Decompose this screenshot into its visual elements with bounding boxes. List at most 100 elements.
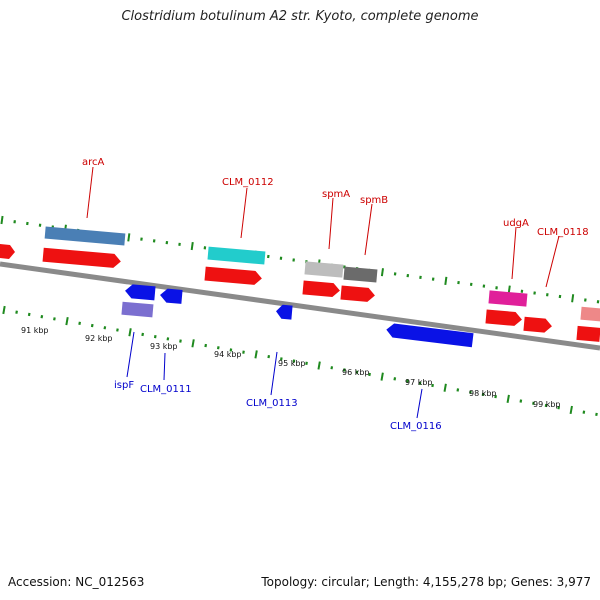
scale-tick-minor — [544, 403, 548, 408]
gene-label-clm0112[interactable]: CLM_0112 — [222, 177, 274, 188]
scale-tick-minor — [595, 412, 598, 417]
scale-label: 93 kbp — [150, 342, 178, 351]
cds-arrow[interactable] — [385, 323, 474, 348]
gene-label-clm0116[interactable]: CLM_0116 — [390, 421, 442, 432]
scale-tick-major — [380, 268, 384, 277]
spmA-feature[interactable] — [304, 261, 344, 278]
cds-arrow[interactable] — [523, 316, 552, 333]
gene-label-arcA[interactable]: arcA — [82, 157, 105, 168]
scale-tick-minor — [53, 317, 56, 321]
scale-tick-major — [569, 405, 573, 415]
udgA-feature[interactable] — [488, 290, 528, 307]
scale-tick-minor — [153, 334, 157, 339]
gene-label-clm0111[interactable]: CLM_0111 — [140, 384, 192, 395]
cds-arrow[interactable] — [485, 309, 522, 326]
scale-tick-minor — [519, 399, 523, 403]
scale-tick-minor — [469, 390, 472, 394]
lower-labels — [126, 331, 423, 419]
scale-tick-major — [128, 328, 132, 337]
gene-label-udgA[interactable]: udgA — [503, 218, 529, 229]
reverse-cds-ring — [121, 284, 474, 348]
scale-tick-minor — [141, 332, 145, 337]
scale-labels: 91 kbp 92 kbp 93 kbp 94 kbp 95 kbp 96 kb… — [21, 326, 561, 409]
scale-tick-minor — [116, 328, 119, 332]
gene-label-spmA[interactable]: spmA — [322, 189, 350, 200]
scale-tick-minor — [330, 366, 334, 370]
scale-tick-minor — [406, 379, 409, 383]
cds-arrow[interactable] — [204, 266, 262, 286]
scale-tick-minor — [103, 326, 107, 330]
scale-tick-minor — [355, 370, 359, 374]
label-leader — [270, 351, 278, 396]
cds-arrow[interactable] — [302, 280, 340, 298]
scale-tick-minor — [343, 368, 346, 372]
scale-label: 94 kbp — [214, 350, 242, 359]
scale-tick-minor — [242, 350, 245, 354]
label-leader — [126, 331, 135, 378]
clm0118-feature[interactable] — [580, 306, 600, 323]
scale-tick-minor — [267, 354, 271, 359]
tick-track-lower — [2, 305, 598, 417]
scale-tick-major — [190, 241, 194, 251]
scale-tick-minor — [557, 406, 561, 410]
label-leader — [511, 226, 517, 280]
arcA-feature[interactable] — [44, 226, 126, 246]
scale-tick-minor — [305, 361, 308, 365]
scale-tick-major — [571, 294, 575, 303]
scale-tick-minor — [481, 392, 485, 397]
scale-tick-minor — [431, 383, 434, 388]
clm0112-feature[interactable] — [207, 246, 266, 265]
map-title: Clostridium botulinum A2 str. Kyoto, com… — [121, 9, 479, 24]
scale-tick-minor — [15, 310, 18, 314]
label-leader — [86, 166, 94, 219]
scale-tick-minor — [40, 314, 44, 319]
scale-label: 91 kbp — [21, 326, 49, 335]
ispF-feature[interactable] — [121, 301, 154, 318]
cds-arrow[interactable] — [275, 304, 293, 320]
scale-label: 96 kbp — [342, 368, 370, 377]
scale-label: 99 kbp — [533, 400, 561, 409]
scale-tick-minor — [418, 381, 422, 385]
gene-label-spmB[interactable]: spmB — [360, 195, 388, 206]
cds-arrow[interactable] — [340, 285, 375, 303]
spmB-feature[interactable] — [343, 266, 378, 283]
scale-tick-minor — [166, 337, 170, 341]
scale-tick-major — [443, 383, 447, 392]
label-leader — [364, 203, 373, 256]
scale-label: 97 kbp — [405, 378, 433, 387]
gene-label-clm0113[interactable]: CLM_0113 — [246, 398, 298, 409]
label-leader — [163, 352, 166, 381]
cds-arrow[interactable] — [124, 284, 156, 301]
gene-label-clm0118[interactable]: CLM_0118 — [537, 227, 589, 238]
scale-label: 98 kbp — [469, 389, 497, 398]
cds-arrow[interactable] — [576, 325, 600, 342]
label-leader — [545, 235, 560, 288]
scale-tick-major — [444, 276, 448, 285]
scale-tick-minor — [78, 321, 81, 325]
upper-labels — [86, 166, 560, 288]
scale-tick-minor — [582, 410, 586, 414]
scale-tick-minor — [456, 388, 460, 392]
scale-tick-major — [191, 339, 195, 348]
scale-tick-minor — [204, 343, 208, 348]
scale-tick-major — [0, 215, 4, 225]
cds-arrow[interactable] — [42, 247, 122, 269]
gene-label-ispF[interactable]: ispF — [114, 380, 134, 391]
upper-feature-ring — [44, 226, 600, 323]
scale-tick-minor — [179, 339, 182, 343]
scale-label: 92 kbp — [85, 334, 113, 343]
accession-text: Accession: NC_012563 — [8, 575, 145, 589]
scale-tick-minor — [279, 357, 283, 361]
scale-tick-major — [506, 394, 510, 403]
scale-tick-minor — [368, 372, 371, 377]
scale-tick-minor — [494, 394, 497, 399]
scale-tick-major — [254, 350, 258, 359]
cds-arrow[interactable] — [0, 244, 15, 259]
label-leader — [328, 197, 334, 250]
forward-cds-ring — [0, 244, 600, 342]
lower-label-text: ispF CLM_0111 CLM_0113 CLM_0116 — [114, 380, 442, 432]
cds-arrow[interactable] — [159, 288, 183, 304]
scale-tick-major — [127, 233, 131, 242]
scale-tick-minor — [292, 359, 296, 363]
